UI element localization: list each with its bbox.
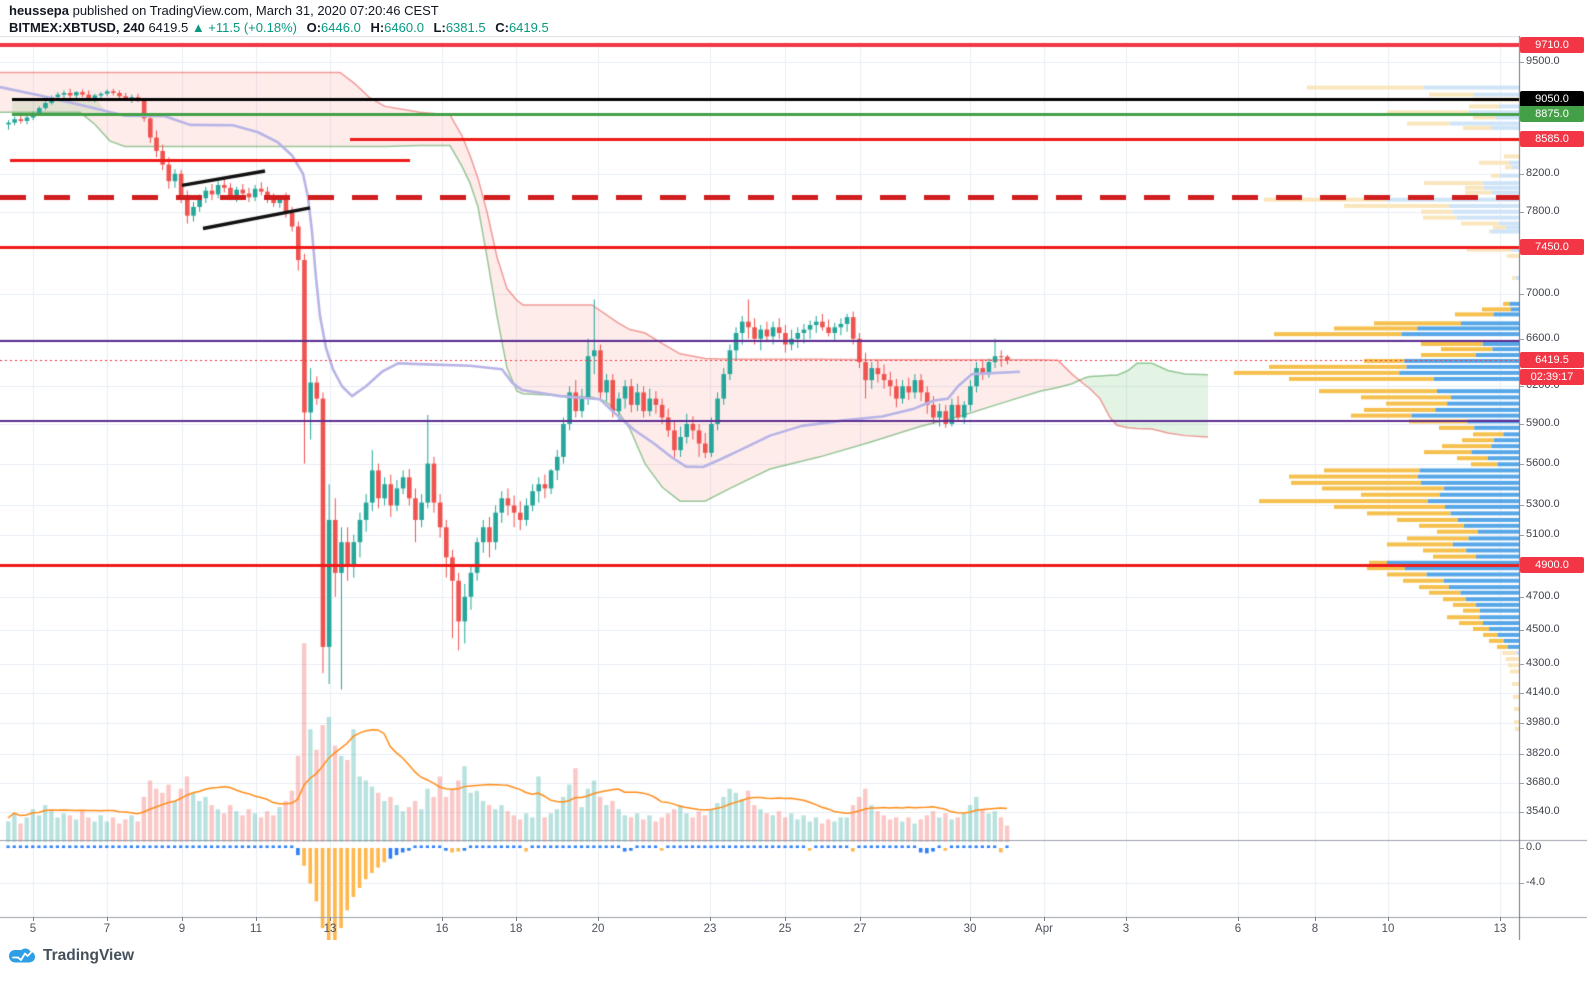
price-tick: 9500.0: [1520, 54, 1560, 67]
price-tick: 3980.0: [1520, 716, 1560, 729]
tradingview-logo-icon: [9, 948, 35, 962]
low-label: L:: [433, 20, 446, 35]
time-tick-mark: [710, 917, 711, 921]
price-tick: 7000.0: [1520, 287, 1560, 299]
price-level-label: 4900.0: [1520, 557, 1584, 574]
time-tick: 27: [853, 923, 867, 935]
high-label: H:: [370, 20, 385, 35]
time-tick: 11: [250, 923, 262, 935]
time-tick: 5: [29, 923, 37, 935]
price-tick: 7800.0: [1520, 204, 1560, 217]
publish-info: published on TradingView.com, March 31, …: [68, 3, 439, 18]
countdown-label: 02:39:17: [1520, 368, 1584, 385]
time-tick: 7: [103, 923, 111, 935]
time-tick-mark: [1044, 917, 1045, 921]
time-tick-mark: [256, 917, 257, 921]
price-level-label: 6419.5: [1520, 351, 1584, 368]
price-level-label: 8875.0: [1520, 105, 1584, 122]
price-tick: 4500.0: [1520, 622, 1560, 635]
time-tick-mark: [598, 917, 599, 921]
price-change: ▲ +11.5 (+0.18%): [191, 20, 297, 35]
price-tick: 3680.0: [1520, 775, 1560, 788]
price-level-label: 8585.0: [1520, 130, 1584, 147]
close-label: C:: [495, 20, 509, 35]
price-chart-canvas[interactable]: [0, 36, 1587, 940]
time-tick: 9: [178, 923, 186, 935]
time-tick: 8: [1311, 923, 1319, 935]
time-tick-mark: [33, 917, 34, 921]
brand-name[interactable]: TradingView: [43, 947, 135, 964]
symbol-interval[interactable]: BITMEX:XBTUSD, 240: [9, 20, 145, 35]
time-tick: 25: [778, 923, 792, 935]
time-tick: 18: [509, 923, 523, 935]
price-tick: 5100.0: [1520, 527, 1560, 540]
footer: TradingView: [8, 941, 134, 971]
time-tick-mark: [860, 917, 861, 921]
time-tick: 16: [435, 923, 449, 935]
time-tick: 20: [591, 923, 605, 935]
indicator-tick: -4.0: [1520, 876, 1545, 888]
price-tick: 3540.0: [1520, 805, 1560, 818]
price-tick: 5300.0: [1520, 498, 1560, 511]
price-level-label: 7450.0: [1520, 238, 1584, 255]
time-tick: 13: [1493, 923, 1507, 935]
time-tick-mark: [330, 917, 331, 921]
low-value: 6381.5: [445, 20, 486, 35]
time-tick-mark: [1500, 917, 1501, 921]
time-tick-mark: [442, 917, 443, 921]
time-tick-mark: [1238, 917, 1239, 921]
time-tick-mark: [1315, 917, 1316, 921]
price-tick: 5900.0: [1520, 416, 1560, 429]
chart-header: heussepa published on TradingView.com, M…: [9, 3, 549, 35]
price-tick: 6600.0: [1520, 331, 1560, 344]
time-tick-mark: [970, 917, 971, 921]
time-tick-mark: [1126, 917, 1127, 921]
last-price: 6419.5: [148, 20, 189, 35]
price-tick: 5600.0: [1520, 456, 1560, 469]
time-tick: 6: [1234, 923, 1242, 935]
time-tick: Apr: [1035, 923, 1053, 935]
price-axis[interactable]: 9500.0 8200.0 7800.0 7000.0 6600.0 6200.0 5900…: [1519, 36, 1587, 940]
time-axis[interactable]: 5 7 9 11 13 16 18 20 23 25 27 30 Apr 3 6 8 10 13: [0, 917, 1587, 940]
author-name: heussepa: [9, 3, 69, 18]
time-tick: 23: [703, 923, 717, 935]
price-level-label: 9710.0: [1520, 37, 1584, 54]
open-label: O:: [306, 20, 322, 35]
publish-line: heussepa published on TradingView.com, M…: [9, 3, 549, 18]
time-tick-mark: [1388, 917, 1389, 921]
time-tick: 10: [1381, 923, 1395, 935]
high-value: 6460.0: [384, 20, 424, 35]
symbol-line: BITMEX:XBTUSD, 240 6419.5 ▲ +11.5 (+0.18…: [9, 20, 549, 35]
time-tick-mark: [516, 917, 517, 921]
indicator-tick: 0.0: [1519, 841, 1542, 853]
price-level-label: 9050.0: [1520, 90, 1584, 107]
time-tick: 13: [323, 923, 337, 935]
price-tick: 8200.0: [1520, 166, 1560, 179]
price-tick: 3820.0: [1520, 747, 1560, 760]
chart-area: 9500.0 8200.0 7800.0 7000.0 6600.0 6 20 0.0 5900…: [0, 36, 1587, 940]
price-tick: 4700.0: [1520, 589, 1560, 602]
open-value: 6446.0: [321, 20, 361, 35]
time-tick: 30: [963, 923, 977, 935]
time-tick-mark: [107, 917, 108, 921]
price-tick: 4140.0: [1520, 686, 1560, 699]
time-tick-mark: [182, 917, 183, 921]
time-tick: 3: [1122, 923, 1130, 935]
close-value: 6419.5: [508, 20, 549, 35]
price-tick: 4300.0: [1520, 657, 1560, 670]
time-tick-mark: [785, 917, 786, 921]
